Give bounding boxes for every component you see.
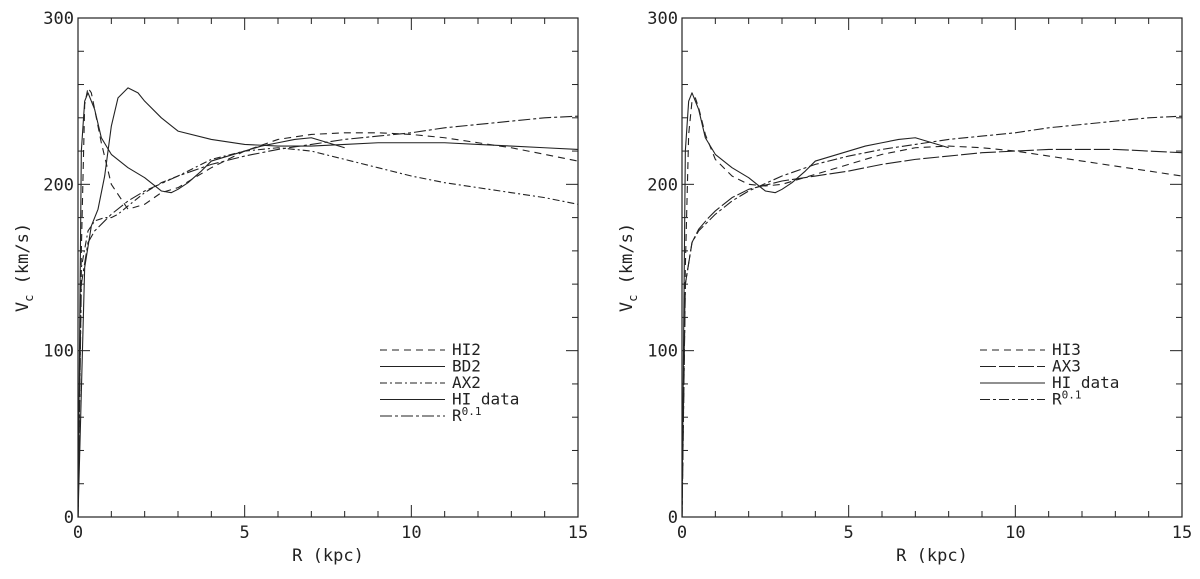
legend-label: BD2 bbox=[452, 357, 481, 376]
y-axis-label-main: V bbox=[617, 302, 637, 312]
plot-frame bbox=[681, 17, 1183, 518]
series-line-hi2 bbox=[78, 87, 578, 517]
series-line-hi-data bbox=[682, 92, 949, 517]
right-rotation-curve-chart: 0 5 10 15 0 100 200 300 R (kpc) Vc (km/s) HI3 AX3 HI… bbox=[600, 0, 1200, 579]
legend-label: AX2 bbox=[452, 373, 481, 392]
legend-label: HI data bbox=[452, 390, 519, 409]
left-rotation-curve-chart: 0 5 10 15 0 100 200 300 R (kpc) Vc (km/s) HI2 BD2 AX… bbox=[13, 9, 588, 566]
x-tick-label: 15 bbox=[568, 523, 588, 543]
y-axis-label-unit: (km/s) bbox=[617, 223, 637, 295]
x-tick-label: 15 bbox=[1172, 523, 1192, 543]
x-tick-label: 5 bbox=[844, 523, 854, 543]
y-tick-label: 100 bbox=[43, 342, 74, 362]
series-line-ax3 bbox=[682, 148, 1182, 517]
x-tick-label: 10 bbox=[401, 523, 421, 543]
legend-label: HI2 bbox=[452, 340, 481, 359]
legend-label: R0.1 bbox=[1052, 389, 1082, 409]
legend-label: HI data bbox=[1052, 373, 1119, 392]
y-tick-label: 0 bbox=[64, 508, 74, 528]
y-axis-label: Vc (km/s) bbox=[13, 223, 36, 312]
y-tick-label: 200 bbox=[647, 175, 678, 195]
series-line-ax2 bbox=[78, 147, 578, 517]
series-line-hi-data bbox=[78, 92, 345, 517]
x-tick-label: 0 bbox=[73, 523, 83, 543]
y-tick-label: 300 bbox=[647, 9, 678, 29]
series-line-r-0-1 bbox=[682, 115, 1182, 517]
x-axis-label: R (kpc) bbox=[292, 546, 364, 566]
left-chart-svg: 0 5 10 15 0 100 200 300 R (kpc) Vc (km/s) HI2BD2AX… bbox=[13, 9, 588, 566]
y-axis-label-main: V bbox=[13, 302, 33, 312]
y-axis-label-sub: c bbox=[22, 295, 36, 302]
y-tick-label: 200 bbox=[43, 175, 74, 195]
series-line-r-0-1 bbox=[78, 115, 578, 517]
y-axis-label-unit: (km/s) bbox=[13, 223, 33, 295]
series-line-hi3 bbox=[682, 97, 1182, 517]
y-axis-label-sub: c bbox=[626, 295, 640, 302]
legend-label: HI3 bbox=[1052, 340, 1081, 359]
y-axis-label: Vc (km/s) bbox=[617, 223, 640, 312]
x-axis-label: R (kpc) bbox=[896, 546, 968, 566]
y-tick-label: 100 bbox=[647, 342, 678, 362]
right-chart-svg: 0 5 10 15 0 100 200 300 R (kpc) Vc (km/s) HI3AX3HI… bbox=[617, 9, 1192, 566]
legend-label: AX3 bbox=[1052, 357, 1081, 376]
series-line-bd2 bbox=[78, 87, 578, 517]
x-tick-label: 5 bbox=[240, 523, 250, 543]
legend-label: R0.1 bbox=[452, 405, 482, 425]
y-tick-label: 300 bbox=[43, 9, 74, 29]
plot-frame bbox=[77, 17, 579, 518]
y-tick-label: 0 bbox=[668, 508, 678, 528]
x-tick-label: 10 bbox=[1005, 523, 1025, 543]
x-tick-label: 0 bbox=[677, 523, 687, 543]
